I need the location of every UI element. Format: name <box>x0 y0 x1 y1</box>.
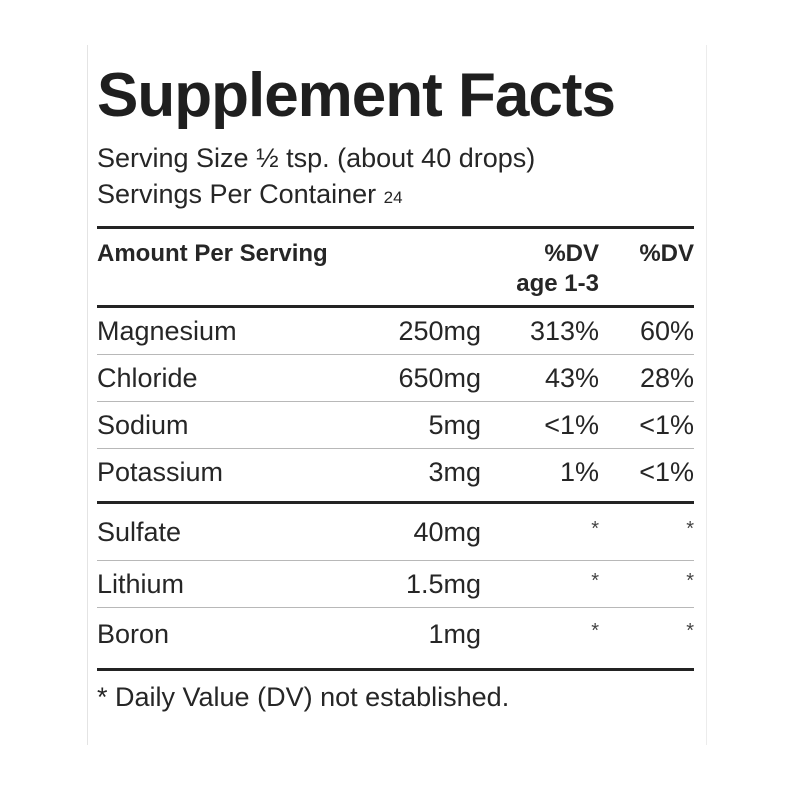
nutrient-dv-age-1-3: * <box>481 569 599 600</box>
nutrient-name: Sodium <box>97 409 189 440</box>
label-frame <box>87 45 707 745</box>
nutrient-name: Boron <box>97 618 170 649</box>
table-header: Amount Per Serving %DV age 1-3 %DV <box>97 229 694 305</box>
nutrient-dv: * <box>599 569 694 600</box>
nutrient-group-2: Sulfate 40mg * * Lithium 1.5mg * * Boron… <box>97 504 694 660</box>
nutrient-name: Magnesium <box>97 315 237 346</box>
servings-per-container-label: Servings Per Container <box>97 179 377 209</box>
table-row: Sodium 5mg <1% <1% <box>97 402 694 449</box>
nutrient-name: Chloride <box>97 362 198 393</box>
thick-divider <box>97 501 694 504</box>
nutrient-amount: 3mg <box>428 456 481 487</box>
nutrient-amount: 40mg <box>413 516 481 547</box>
nutrient-amount: 250mg <box>398 315 481 346</box>
nutrient-name: Lithium <box>97 568 185 599</box>
thick-divider <box>97 305 694 308</box>
nutrient-dv: * <box>599 619 694 650</box>
label-title: Supplement Facts <box>97 61 616 130</box>
nutrient-dv: <1% <box>639 456 694 487</box>
nutrient-dv-age-1-3: <1% <box>544 409 599 440</box>
footnote: * Daily Value (DV) not established. <box>97 682 510 712</box>
nutrient-dv-age-1-3: 313% <box>529 315 599 346</box>
nutrient-name: Sulfate <box>97 516 182 547</box>
table-row: Potassium 3mg 1% <1% <box>97 449 694 495</box>
servings-per-container-value: 24 <box>383 188 403 207</box>
asterisk-mark: * <box>686 619 694 642</box>
nutrient-dv-age-1-3: 1% <box>559 456 599 487</box>
thick-divider <box>97 226 694 229</box>
nutrient-dv: 60% <box>639 315 694 346</box>
header-dv-age-line2: age 1-3 <box>516 270 599 297</box>
table-row: Lithium 1.5mg * * <box>97 561 694 608</box>
nutrient-amount: 1mg <box>428 618 481 649</box>
thick-divider <box>97 668 694 671</box>
nutrient-dv-age-1-3: 43% <box>544 362 599 393</box>
supplement-facts-label: Supplement Facts Serving Size ½ tsp. (ab… <box>97 60 694 717</box>
serving-size: Serving Size ½ tsp. (about 40 drops) <box>97 143 536 173</box>
asterisk-mark: * <box>686 517 694 540</box>
asterisk-mark: * <box>591 569 599 592</box>
header-dv-age-line1: %DV <box>544 240 599 267</box>
header-amount-per-serving: Amount Per Serving <box>97 240 328 267</box>
asterisk-mark: * <box>591 517 599 540</box>
nutrient-amount: 650mg <box>398 362 481 393</box>
asterisk-mark: * <box>686 569 694 592</box>
table-row: Chloride 650mg 43% 28% <box>97 355 694 402</box>
header-dv-age-1-3: %DV age 1-3 <box>479 239 599 299</box>
asterisk-mark: * <box>591 619 599 642</box>
table-row: Magnesium 250mg 313% 60% <box>97 308 694 355</box>
nutrient-amount: 1.5mg <box>405 568 481 599</box>
nutrient-group-1: Magnesium 250mg 313% 60% Chloride 650mg … <box>97 308 694 495</box>
table-row: Boron 1mg * * <box>97 608 694 660</box>
nutrient-dv-age-1-3: * <box>481 517 599 548</box>
nutrient-dv-age-1-3: * <box>481 619 599 650</box>
table-row: Sulfate 40mg * * <box>97 504 694 561</box>
nutrient-name: Potassium <box>97 456 224 487</box>
nutrient-amount: 5mg <box>428 409 481 440</box>
servings-per-container: Servings Per Container 24 <box>97 176 694 216</box>
nutrient-dv: <1% <box>639 409 694 440</box>
nutrient-dv: 28% <box>639 362 694 393</box>
header-dv: %DV <box>639 240 694 267</box>
nutrient-dv: * <box>599 517 694 548</box>
